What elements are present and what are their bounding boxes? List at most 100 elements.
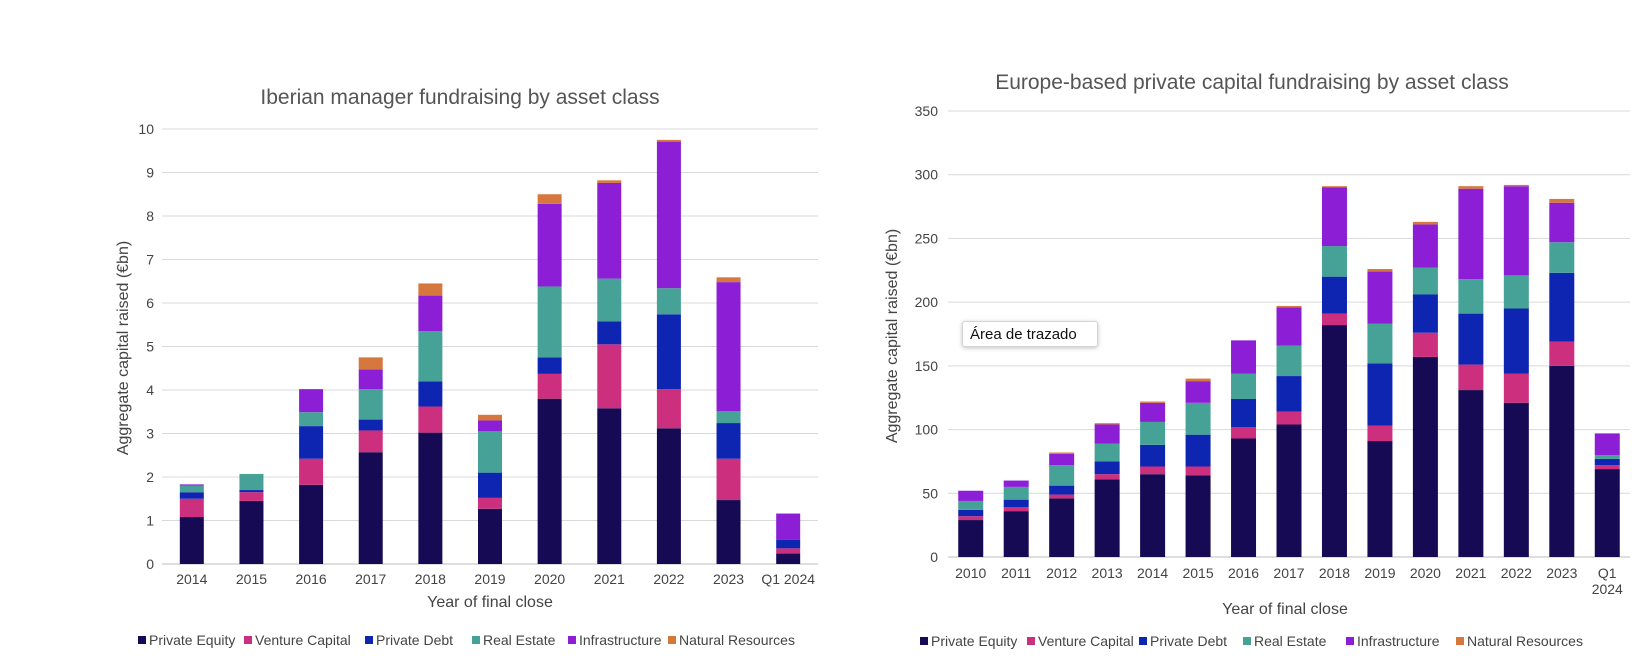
bar-segment-private-equity [1185, 475, 1211, 557]
bar-segment-private-debt [418, 381, 443, 407]
bar-segment-venture-capital [478, 497, 502, 509]
bar-segment-infrastructure [597, 182, 622, 279]
legend-swatch-private-equity [920, 637, 928, 645]
bar-segment-infrastructure [358, 369, 383, 390]
bar-segment-venture-capital [716, 458, 741, 501]
bar-segment-venture-capital [1321, 313, 1347, 326]
x-axis-label: Year of final close [1222, 601, 1348, 618]
bar-segment-infrastructure [1276, 307, 1302, 346]
bar-segment-infrastructure [418, 295, 443, 332]
bar-segment-venture-capital [418, 406, 443, 433]
bar-segment-venture-capital [1140, 466, 1166, 475]
y-tick-label: 150 [915, 358, 939, 374]
bar-segment-real-estate [1094, 443, 1120, 462]
bar-segment-venture-capital [1549, 341, 1575, 366]
bar-segment-infrastructure [179, 484, 204, 486]
bar-segment-private-debt [1276, 376, 1302, 412]
bar-segment-private-equity [1140, 474, 1166, 557]
bar-segment-natural-resources [1185, 378, 1211, 382]
bar-segment-real-estate [1185, 402, 1211, 435]
y-tick-label: 200 [915, 294, 939, 310]
legend-label-private-equity: Private Equity [931, 633, 1017, 649]
y-tick-label: 7 [146, 252, 154, 268]
bar-segment-private-equity [1231, 438, 1257, 557]
y-tick-label: 6 [146, 295, 154, 311]
legend-swatch-private-equity [138, 636, 146, 644]
bar-segment-real-estate [958, 500, 984, 510]
bar-segment-private-debt [1412, 294, 1438, 333]
bar-segment-venture-capital [299, 458, 324, 485]
bar-segment-natural-resources [358, 357, 383, 370]
x-tick-label: 2012 [1046, 565, 1077, 581]
x-tick-label: 2014 [176, 571, 207, 587]
y-tick-label: 2 [146, 469, 154, 485]
bar-segment-private-debt [716, 423, 741, 459]
bar-segment-venture-capital [597, 344, 622, 409]
bar-segment-real-estate [1594, 455, 1620, 459]
bar-segment-private-equity [478, 508, 502, 564]
bar-segment-private-equity [299, 484, 324, 564]
bar-segment-infrastructure [656, 141, 681, 289]
bar-segment-venture-capital [1185, 466, 1211, 476]
bar-segment-real-estate [418, 331, 443, 382]
bar-segment-venture-capital [958, 516, 984, 521]
bar-segment-private-debt [478, 472, 502, 498]
x-tick-label: 2011 [1001, 565, 1031, 581]
x-tick-label: 2014 [1137, 565, 1168, 581]
bar-segment-real-estate [1321, 246, 1347, 277]
legend-label-private-debt: Private Debt [376, 632, 453, 648]
y-axis-label: Aggregate capital raised (€bn) [884, 229, 901, 443]
y-tick-label: 50 [922, 485, 938, 501]
bar-segment-private-equity [1458, 390, 1484, 557]
plot-area-tooltip: Área de trazado [962, 321, 1098, 347]
bar-segment-private-debt [1549, 272, 1575, 342]
bar-segment-private-equity [1003, 511, 1029, 557]
legend-label-private-equity: Private Equity [149, 632, 235, 648]
bar-segment-real-estate [1140, 421, 1166, 445]
legend-label-infrastructure: Infrastructure [579, 632, 662, 648]
x-tick-label: 2023 [713, 571, 744, 587]
y-tick-label: 0 [930, 549, 938, 565]
bar-segment-infrastructure [1094, 424, 1120, 444]
bar-segment-private-debt [358, 419, 383, 431]
legend-swatch-natural-resources [668, 636, 676, 644]
bar-segment-infrastructure [776, 513, 801, 540]
bar-segment-private-equity [1412, 356, 1438, 557]
bar-segment-private-debt [179, 492, 204, 499]
x-tick-label: 2020 [1410, 565, 1441, 581]
bar-segment-natural-resources [1367, 269, 1393, 272]
bar-segment-natural-resources [597, 180, 622, 183]
x-tick-label: 2023 [1546, 565, 1577, 581]
chart-title: Iberian manager fundraising by asset cla… [260, 86, 659, 109]
bar-segment-venture-capital [656, 389, 681, 429]
legend-swatch-private-debt [1139, 637, 1147, 645]
bar-segment-infrastructure [478, 420, 502, 432]
bar-segment-private-debt [1367, 363, 1393, 426]
bar-segment-natural-resources [1549, 198, 1575, 203]
x-axis-label: Year of final close [427, 594, 553, 611]
bar-segment-natural-resources [1094, 423, 1120, 425]
legend-swatch-infrastructure [568, 636, 576, 644]
bar-segment-private-equity [1049, 498, 1075, 557]
bar-segment-natural-resources [1458, 186, 1484, 189]
bar-segment-venture-capital [1594, 465, 1620, 470]
bar-segment-natural-resources [478, 414, 502, 421]
y-tick-label: 9 [146, 165, 154, 181]
bar-segment-venture-capital [1231, 427, 1257, 439]
x-tick-label: 2017 [1273, 565, 1304, 581]
bar-segment-private-debt [299, 426, 324, 459]
bar-segment-venture-capital [1049, 494, 1075, 499]
bar-segment-infrastructure [1231, 340, 1257, 374]
bar-segment-infrastructure [1049, 453, 1075, 466]
bar-segment-real-estate [1003, 486, 1029, 500]
x-tick-label: 2018 [415, 571, 446, 587]
bar-segment-private-equity [1276, 424, 1302, 557]
bar-segment-venture-capital [776, 548, 801, 554]
bar-segment-real-estate [1276, 345, 1302, 377]
bar-segment-private-equity [656, 428, 681, 564]
bar-segment-venture-capital [358, 430, 383, 453]
bar-segment-infrastructure [1321, 187, 1347, 247]
bar-segment-infrastructure [1549, 202, 1575, 243]
x-tick-label: 2017 [355, 571, 386, 587]
y-tick-label: 250 [915, 230, 939, 246]
